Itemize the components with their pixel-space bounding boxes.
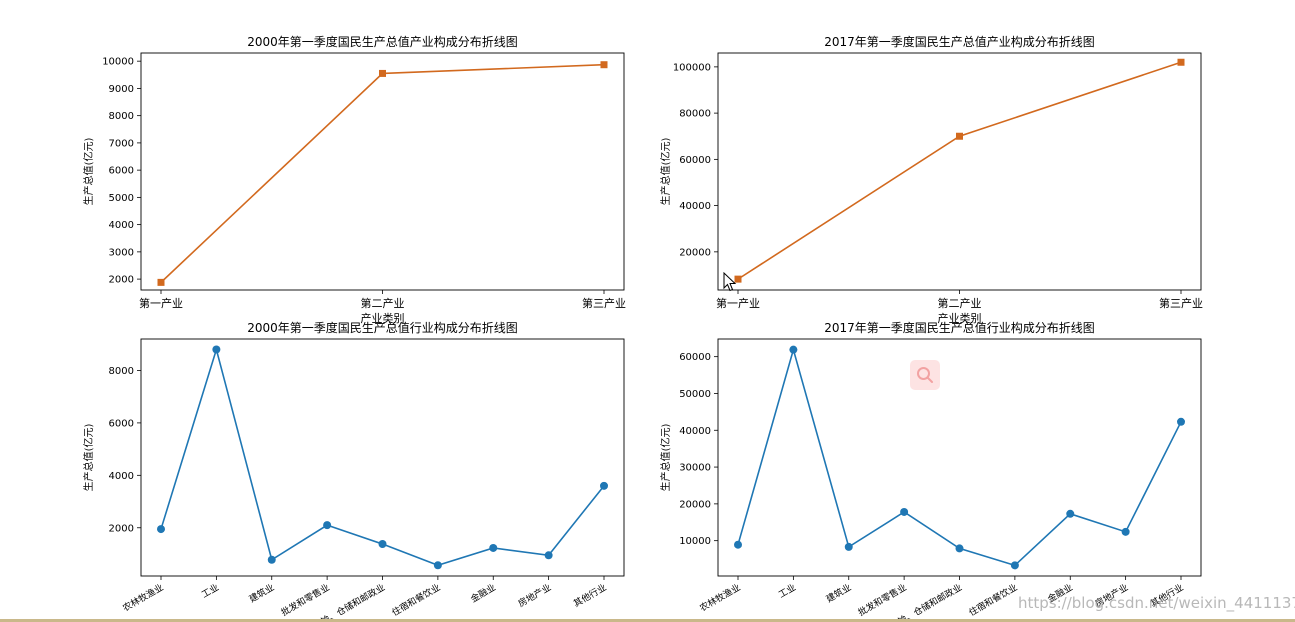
- plot-frame: [717, 52, 1202, 291]
- data-point: [157, 525, 165, 534]
- y-tick-label: 100000: [673, 62, 711, 73]
- y-tick-label: 4000: [109, 471, 134, 482]
- y-tick-label: 20000: [679, 247, 711, 258]
- chart-title: 2017年第一季度国民生产总值行业构成分布折线图: [824, 320, 1095, 335]
- search-icon: [917, 367, 933, 383]
- data-point: [1066, 509, 1075, 518]
- x-tick-label: 批发和零售业: [279, 581, 332, 618]
- data-point: [734, 540, 742, 549]
- series-line: [160, 63, 605, 283]
- plot-frame: [140, 338, 625, 577]
- x-tick-label: 金融业: [468, 581, 497, 605]
- y-tick-label: 40000: [679, 201, 711, 212]
- x-tick-label: 房地产业: [516, 581, 553, 609]
- y-tick-label: 6000: [109, 418, 134, 429]
- x-tick-label: 工业: [777, 582, 798, 601]
- data-point: [956, 132, 963, 140]
- bottom-border: [0, 619, 1295, 622]
- data-point: [1121, 527, 1130, 536]
- y-tick-label: 10000: [679, 536, 711, 547]
- x-tick-label: 第一产业: [716, 296, 760, 310]
- search-badge[interactable]: [910, 360, 940, 390]
- data-point: [267, 555, 276, 564]
- y-tick-label: 3000: [109, 247, 134, 258]
- y-tick-label: 7000: [109, 138, 134, 149]
- y-tick-label: 80000: [679, 109, 711, 120]
- data-point: [734, 275, 742, 283]
- data-point: [1177, 417, 1185, 426]
- data-point: [600, 61, 608, 69]
- y-tick-label: 5000: [109, 193, 134, 204]
- y-tick-label: 30000: [679, 463, 711, 474]
- mouse-pointer-icon: [723, 272, 737, 292]
- plot-frame: [140, 52, 625, 291]
- x-tick-label: 农林牧渔业: [698, 581, 743, 614]
- data-point: [489, 543, 498, 552]
- data-point: [323, 521, 332, 530]
- y-tick-label: 40000: [679, 426, 711, 437]
- data-point: [433, 561, 442, 570]
- series-line: [737, 61, 1182, 280]
- watermark-text: https://blog.csdn.net/weixin_44111377: [1018, 594, 1295, 612]
- chart-panel-3: 2000年第一季度国民生产总值行业构成分布折线图 2000 4000 6000 8000…: [82, 320, 625, 622]
- series-line: [737, 346, 1182, 567]
- data-point: [379, 69, 386, 77]
- y-tick-label: 9000: [109, 84, 134, 95]
- x-tick-label: 第一产业: [139, 296, 183, 310]
- y-tick-label: 20000: [679, 499, 711, 510]
- x-tick-label: 第二产业: [938, 296, 982, 310]
- x-tick-label: 第三产业: [1159, 296, 1203, 310]
- data-point: [900, 507, 909, 516]
- plot-frame: [717, 338, 1202, 577]
- y-tick-label: 8000: [109, 111, 134, 122]
- y-tick-label: 2000: [109, 275, 134, 286]
- x-tick-label: 建筑业: [247, 581, 276, 605]
- x-axis-label: 产业类别: [938, 311, 982, 325]
- data-point: [378, 540, 387, 549]
- data-point: [157, 278, 165, 286]
- y-tick-label: 10000: [102, 57, 134, 68]
- data-point: [1010, 561, 1019, 570]
- y-tick-label: 4000: [109, 220, 134, 231]
- y-tick-label: 8000: [109, 366, 134, 377]
- data-point: [955, 544, 964, 553]
- x-tick-label: 住宿和餐饮业: [967, 581, 1020, 618]
- y-axis-label: 生产总值(亿元): [659, 424, 672, 492]
- series-line: [160, 346, 605, 567]
- x-tick-label: 工业: [200, 582, 221, 601]
- x-tick-label: 第二产业: [361, 296, 405, 310]
- x-tick-label: 其他行业: [571, 581, 608, 609]
- chart-title: 2000年第一季度国民生产总值行业构成分布折线图: [247, 320, 518, 335]
- data-point: [600, 481, 608, 490]
- x-tick-label: 第三产业: [582, 296, 626, 310]
- data-point: [212, 345, 221, 354]
- y-tick-label: 2000: [109, 523, 134, 534]
- y-axis-label: 生产总值(亿元): [82, 424, 95, 492]
- x-tick-label: 住宿和餐饮业: [390, 581, 443, 618]
- data-point: [1177, 58, 1185, 66]
- x-tick-label: 批发和零售业: [856, 581, 909, 618]
- chart-panel-2: 2017年第一季度国民生产总值产业构成分布折线图 20000 40000 60000 8…: [659, 34, 1203, 325]
- data-point: [544, 551, 553, 560]
- chart-panel-1: 2000年第一季度国民生产总值产业构成分布折线图 2000 3000 4000 5000…: [82, 34, 626, 325]
- x-tick-label: 农林牧渔业: [121, 581, 166, 614]
- y-tick-label: 50000: [679, 389, 711, 400]
- chart-title: 2017年第一季度国民生产总值产业构成分布折线图: [824, 34, 1095, 49]
- data-point: [789, 345, 798, 354]
- data-point: [844, 542, 853, 551]
- y-tick-label: 60000: [679, 352, 711, 363]
- y-tick-label: 6000: [109, 166, 134, 177]
- chart-title: 2000年第一季度国民生产总值产业构成分布折线图: [247, 34, 518, 49]
- x-tick-label: 建筑业: [824, 581, 853, 605]
- y-axis-label: 生产总值(亿元): [82, 138, 95, 206]
- y-tick-label: 60000: [679, 155, 711, 166]
- y-axis-label: 生产总值(亿元): [659, 138, 672, 206]
- x-axis-label: 产业类别: [361, 311, 405, 325]
